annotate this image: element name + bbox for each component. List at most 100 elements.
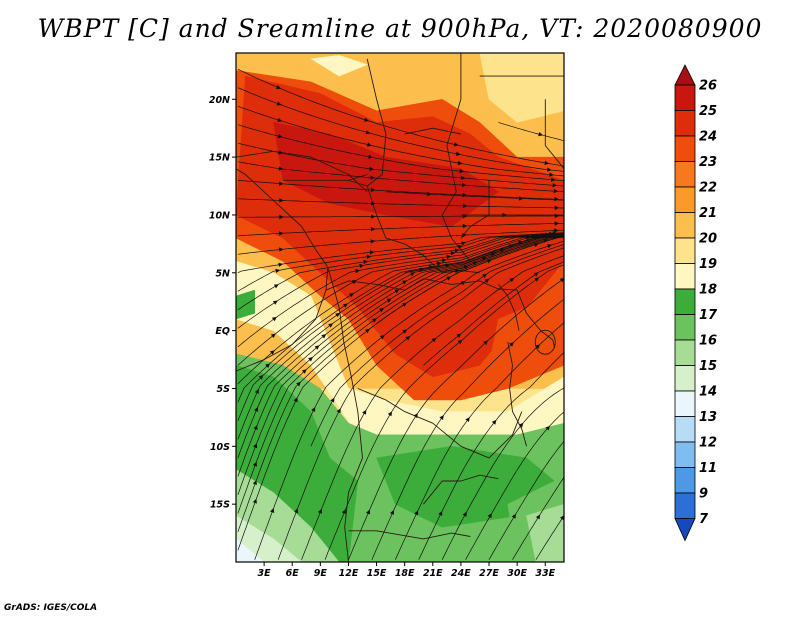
streamline-arrow <box>394 289 400 294</box>
streamline-arrow <box>279 231 284 236</box>
streamline-arrow <box>369 166 374 172</box>
coastline-17 <box>544 99 564 169</box>
x-tick-label: 24E <box>451 568 471 579</box>
colorbar-box <box>674 492 696 519</box>
colorbar-box <box>674 467 696 494</box>
streamline-arrow <box>441 258 447 263</box>
streamline-arrow <box>278 262 284 267</box>
streamline-arrow <box>265 363 270 368</box>
x-tick-label: 30E <box>507 568 527 579</box>
streamline-31 <box>348 277 564 560</box>
y-tick-label: 5S <box>217 384 231 395</box>
streamline-arrow <box>455 151 461 156</box>
colorbar-label: 15 <box>699 359 717 374</box>
colorbar-label: 9 <box>699 487 708 502</box>
streamline-arrow <box>402 302 408 307</box>
colorbar-label: 22 <box>699 181 717 196</box>
x-tick-label: 33E <box>535 568 555 579</box>
streamline-arrow <box>446 276 452 281</box>
streamline-3 <box>237 236 564 496</box>
coastline-13 <box>460 180 490 239</box>
streamline-arrow <box>362 409 367 415</box>
streamline-arrow <box>538 132 544 137</box>
streamline-arrow <box>461 241 466 246</box>
streamline-29 <box>301 255 564 560</box>
streamline-arrow <box>454 248 460 253</box>
colorbar-box <box>674 186 696 213</box>
streamline-arrow <box>294 508 299 514</box>
colorbar-box <box>674 441 696 468</box>
streamline-arrow <box>460 280 466 286</box>
streamline-35 <box>441 387 564 560</box>
streamline-24 <box>237 105 564 177</box>
coastline-14 <box>404 127 461 135</box>
streamline-arrow <box>355 268 361 274</box>
streamline-25 <box>237 87 564 172</box>
streamline-arrow <box>462 511 467 517</box>
streamline-arrow <box>456 333 462 338</box>
streamline-arrow <box>349 293 355 298</box>
colorbar-label: 23 <box>699 155 717 170</box>
streamline-23 <box>237 124 564 182</box>
streamline-arrow <box>547 167 552 172</box>
streamline-22 <box>237 142 564 187</box>
colorbar-box <box>674 110 696 137</box>
x-tick-label: 9E <box>314 568 328 579</box>
streamline-arrow <box>271 316 277 322</box>
x-axis-ticks: 3E 6E 9E 12E 15E 18E 21E 24E 27E 30E 33E <box>258 562 556 579</box>
streamline-16 <box>237 229 564 255</box>
x-tick-label: 3E <box>258 568 272 579</box>
colorbar-label: 7 <box>699 512 709 527</box>
streamline-27 <box>254 240 564 560</box>
streamline-arrow <box>278 166 284 171</box>
streamline-arrow <box>254 388 259 394</box>
streamline-arrow <box>343 303 348 308</box>
wbpt-region-9 <box>236 515 302 562</box>
streamline-arrow <box>330 397 335 403</box>
streamline-arrow <box>370 227 376 232</box>
colorbar-label: 19 <box>699 257 717 272</box>
streamline-arrow <box>278 150 284 155</box>
coastline-11 <box>498 284 520 331</box>
streamline-32 <box>371 298 564 560</box>
streamline-arrow <box>553 188 559 194</box>
streamline-46 <box>385 191 564 201</box>
streamline-arrow <box>301 369 307 374</box>
streamline-arrow <box>366 509 370 515</box>
streamline-arrow <box>270 508 275 513</box>
map-plot-area <box>236 53 564 562</box>
streamline-arrow <box>379 335 385 340</box>
x-tick-label: 12E <box>339 568 359 579</box>
streamline-layer <box>237 68 564 560</box>
lake-outline <box>534 329 556 355</box>
streamline-arrow <box>370 175 375 180</box>
streamline-arrow <box>551 177 556 182</box>
streamline-arrow <box>367 142 372 147</box>
streamline-44 <box>498 122 564 142</box>
streamline-arrow <box>277 134 283 139</box>
streamline-arrow <box>252 480 257 485</box>
x-tick-label: 27E <box>479 568 499 579</box>
streamline-arrow <box>272 300 278 305</box>
streamline-arrow <box>253 425 258 430</box>
streamline-arrow <box>462 182 467 188</box>
y-tick-label: 10S <box>210 442 230 453</box>
colorbar-box <box>674 288 696 315</box>
streamline-26 <box>237 68 564 167</box>
streamline-arrow <box>364 117 369 122</box>
streamline-arrow <box>336 408 341 414</box>
streamline-arrow <box>269 350 275 355</box>
streamline-arrow <box>462 203 468 209</box>
colorbar-label: 12 <box>699 436 717 451</box>
coastline-7 <box>357 388 523 459</box>
colorbar-label: 25 <box>699 104 717 119</box>
streamline-arrow <box>363 259 369 265</box>
streamline-arrow <box>296 381 301 387</box>
streamline-arrow <box>414 510 419 516</box>
streamline-arrow <box>472 261 478 266</box>
streamline-arrow <box>293 397 298 403</box>
streamline-41 <box>404 235 564 274</box>
streamline-arrow <box>519 196 524 201</box>
colorbar-box <box>674 237 696 264</box>
